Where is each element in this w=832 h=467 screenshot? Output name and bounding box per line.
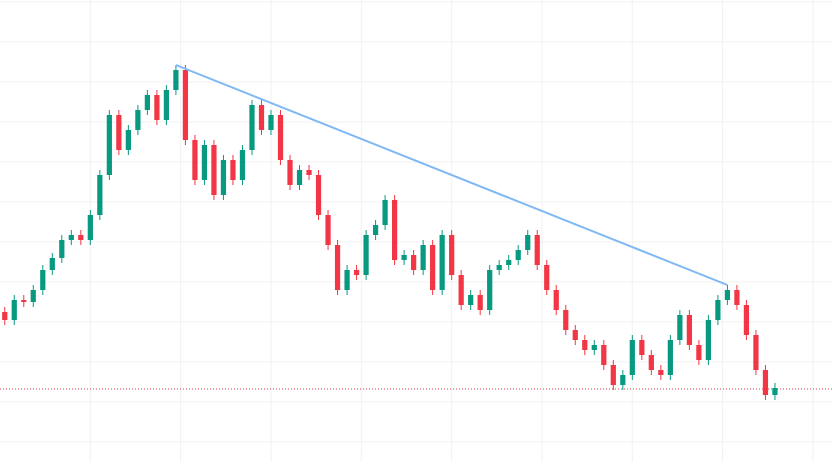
candle-body [401, 255, 407, 260]
candle-body [439, 235, 445, 290]
candle-body [430, 245, 436, 290]
candle-body [220, 160, 227, 195]
candle-body [372, 225, 379, 235]
candle-body [696, 345, 702, 360]
candle-body [705, 320, 712, 360]
candle-body [468, 295, 474, 305]
candle-body [87, 215, 93, 240]
candle-body [563, 310, 569, 330]
candle-body [496, 265, 502, 270]
candle-body [420, 245, 426, 270]
candle-body [515, 250, 521, 260]
candle-body [353, 270, 360, 275]
candle-body [667, 340, 673, 375]
candle-body [772, 388, 778, 395]
candle-body [591, 345, 597, 350]
candle-body [325, 215, 331, 245]
candle-body [59, 240, 65, 258]
candle-body [116, 115, 122, 150]
candle-body [30, 290, 36, 302]
candle-body [601, 345, 607, 365]
candle-body [762, 370, 769, 395]
candle-body [40, 270, 46, 290]
candle-body [78, 235, 84, 240]
candle-body [620, 375, 626, 385]
candle-body [268, 115, 274, 130]
candle-body [49, 258, 55, 270]
candle-body [639, 340, 645, 355]
candle-body [144, 95, 150, 110]
candle-body [97, 175, 103, 215]
candle-body [334, 245, 341, 290]
candle-body [258, 105, 265, 130]
candle-body [182, 70, 189, 140]
candle-body [106, 115, 112, 175]
candle-body [487, 270, 493, 310]
candle-body [458, 275, 464, 305]
candle-body [239, 150, 246, 180]
candle-body [296, 170, 303, 185]
candle-body [582, 340, 588, 350]
candle-body [734, 290, 740, 305]
candle-body [629, 340, 635, 375]
candle-body [306, 170, 312, 175]
candle-body [610, 365, 616, 385]
candle-body [477, 295, 483, 310]
candle-body [211, 145, 217, 195]
candle-body [315, 175, 322, 215]
candle-body [21, 300, 27, 302]
candle-body [753, 335, 759, 370]
candle-body [135, 110, 141, 130]
candle-body [534, 235, 540, 265]
candle-body [173, 70, 179, 90]
candle-body [249, 105, 255, 150]
candle-body [154, 95, 160, 120]
candle-body [344, 270, 350, 290]
candle-body [648, 355, 654, 370]
candle-body [68, 235, 74, 240]
candle-body [382, 200, 388, 225]
candle-body [2, 312, 8, 320]
candle-body [658, 370, 664, 375]
candle-body [715, 300, 721, 320]
candle-body [544, 265, 550, 290]
trendline [175, 64, 728, 286]
candle-body [125, 130, 131, 150]
candle-body [201, 145, 208, 180]
candle-body [724, 290, 731, 300]
candle-body [677, 315, 683, 340]
candle-body [572, 330, 578, 340]
candle-body [391, 200, 398, 260]
candle-body [686, 315, 692, 345]
candle-body [525, 235, 531, 250]
candle-body [11, 300, 17, 320]
candle-body [363, 235, 369, 275]
candle-body [553, 290, 559, 310]
candle-body [277, 115, 284, 160]
candle-body [411, 255, 417, 270]
candle-body [163, 90, 170, 120]
candle-body [287, 160, 293, 185]
candle-body [192, 140, 198, 180]
candle-body [230, 160, 236, 180]
candle-body [449, 235, 455, 275]
candle-body [506, 260, 512, 265]
candle-body [743, 305, 750, 335]
